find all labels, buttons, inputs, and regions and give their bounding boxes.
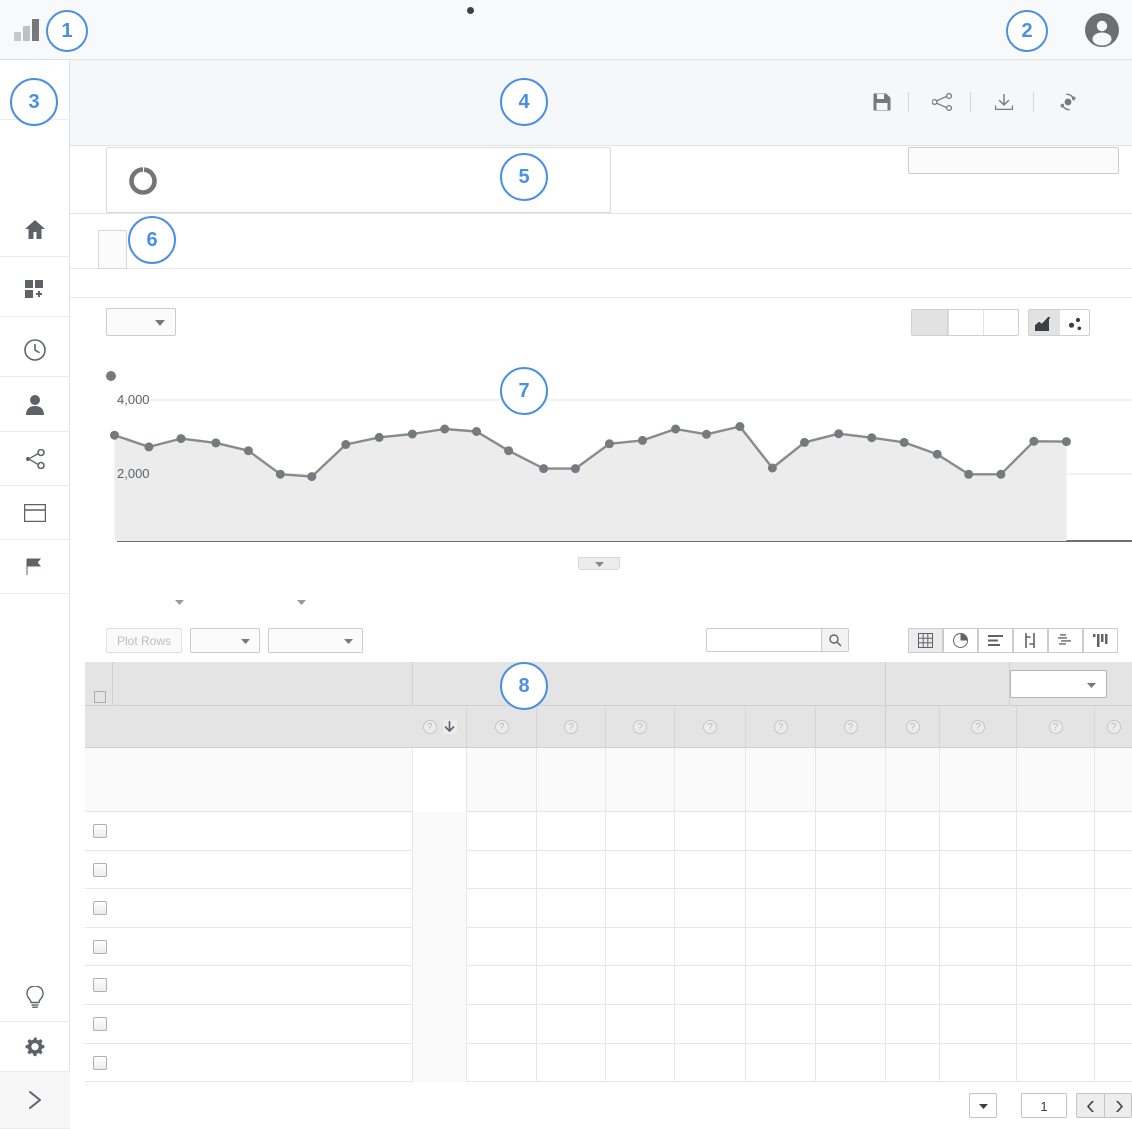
svg-text:4,000: 4,000 [117,392,150,407]
svg-text:2,000: 2,000 [117,466,150,481]
